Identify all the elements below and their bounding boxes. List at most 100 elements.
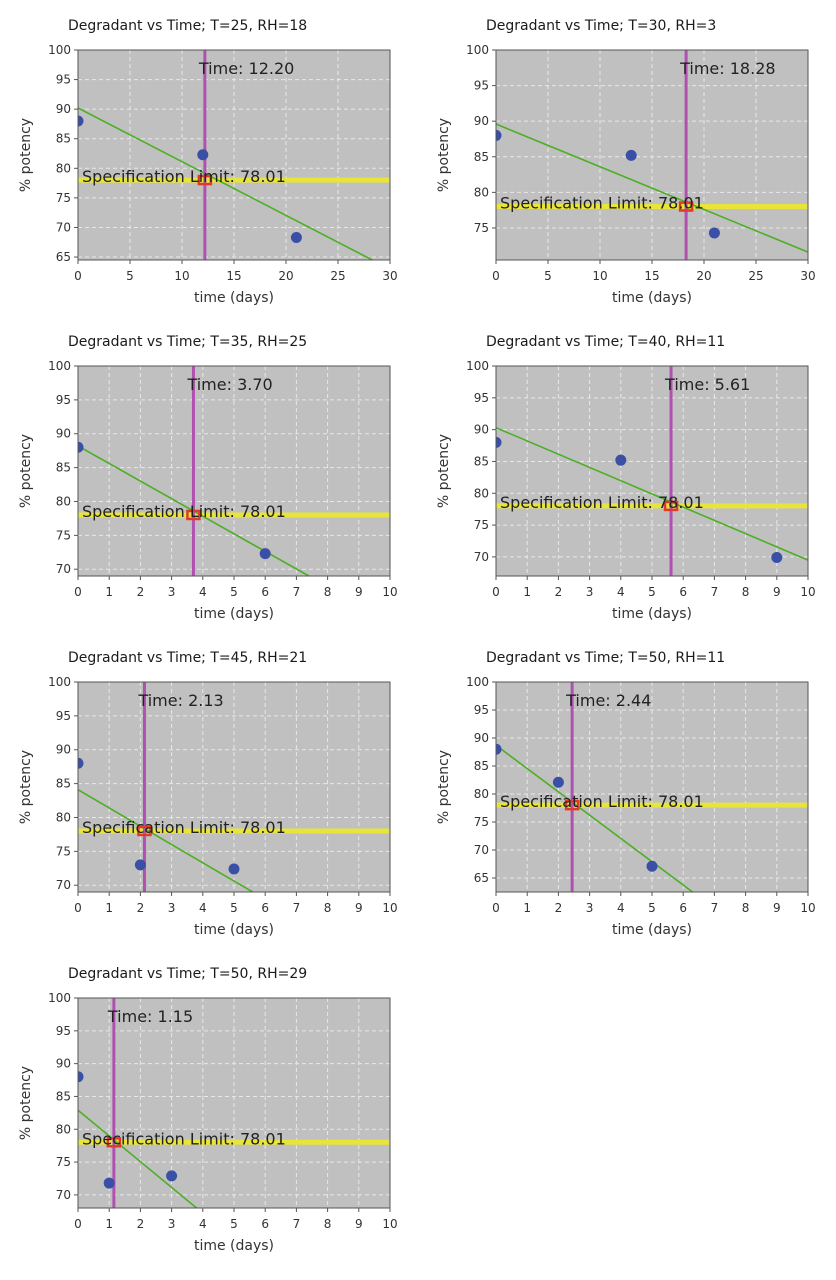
y-tick-label: 95 [56, 709, 71, 723]
x-tick-label: 30 [382, 269, 397, 283]
chart-title: Degradant vs Time; T=50, RH=11 [486, 650, 725, 666]
y-tick-label: 100 [48, 991, 71, 1005]
data-point [496, 129, 502, 141]
chart-svg: Degradant vs Time; T=30, RH=3 0 5 10 15 20 25 3… [436, 18, 816, 306]
y-tick-label: 85 [474, 454, 489, 468]
intersection-marker [663, 500, 679, 512]
x-axis-label: time (days) [194, 1238, 274, 1254]
y-tick-label: 100 [48, 359, 71, 373]
y-tick-label: 75 [474, 518, 489, 532]
x-tick-label: 8 [742, 901, 750, 915]
spec-limit-label: Specification Limit: 78.01 [82, 502, 286, 521]
x-tick-label: 6 [679, 901, 687, 915]
intersection-marker [564, 799, 580, 811]
y-tick-label: 100 [466, 43, 489, 57]
chart-5: Degradant vs Time; T=45, RH=21 0 1 2 3 4 5 6 7 8 9… [0, 632, 418, 948]
chart-4: Degradant vs Time; T=40, RH=11 0 1 2 3 4 5 6 7 8 9… [418, 316, 836, 632]
x-tick-label: 3 [168, 901, 176, 915]
y-axis-label: % potency [436, 750, 452, 824]
x-tick-label: 5 [648, 901, 656, 915]
y-tick-label: 75 [56, 844, 71, 858]
chart-title: Degradant vs Time; T=40, RH=11 [486, 334, 725, 350]
y-tick-label: 85 [56, 461, 71, 475]
plot-marks [496, 50, 808, 260]
x-tick-label: 0 [74, 901, 82, 915]
y-tick-label: 95 [474, 391, 489, 405]
data-point [771, 552, 783, 564]
trend-line [78, 789, 254, 892]
chart-svg: Degradant vs Time; T=35, RH=25 0 1 2 3 4 5 6 7 8 9… [18, 334, 398, 622]
chart-svg: Degradant vs Time; T=50, RH=29 0 1 2 3 4 5 6 7 8 9… [18, 966, 398, 1254]
chart-svg: Degradant vs Time; T=50, RH=11 0 1 2 3 4 5 6 7 8 9… [436, 650, 816, 938]
y-tick-label: 70 [56, 878, 71, 892]
x-axis-label: time (days) [194, 290, 274, 306]
x-tick-label: 1 [523, 585, 531, 599]
y-tick-label: 75 [56, 528, 71, 542]
data-point [646, 860, 658, 872]
x-tick-label: 3 [586, 901, 594, 915]
x-tick-label: 10 [174, 269, 189, 283]
y-tick-label: 65 [56, 250, 71, 264]
y-tick-label: 85 [56, 132, 71, 146]
trend-line [496, 744, 694, 892]
x-axis-label: time (days) [194, 606, 274, 622]
y-tick-label: 100 [466, 359, 489, 373]
y-tick-label: 75 [56, 191, 71, 205]
x-axis-label: time (days) [194, 922, 274, 938]
x-tick-label: 20 [696, 269, 711, 283]
x-tick-label: 5 [126, 269, 134, 283]
x-tick-label: 2 [137, 585, 145, 599]
x-tick-label: 7 [711, 901, 719, 915]
plot-border [77, 997, 391, 1209]
chart-title: Degradant vs Time; T=30, RH=3 [486, 18, 716, 34]
x-tick-label: 5 [544, 269, 552, 283]
intersection-marker [106, 1137, 122, 1148]
data-point [290, 232, 302, 244]
time-readout: Time: 12.20 [198, 59, 294, 78]
x-axis-label: time (days) [612, 290, 692, 306]
y-tick-label: 80 [56, 810, 71, 824]
x-tick-label: 1 [105, 1217, 113, 1231]
x-tick-label: 9 [773, 901, 781, 915]
y-axis-label: % potency [436, 434, 452, 508]
plot-marks [78, 998, 390, 1208]
y-tick-label: 70 [56, 562, 71, 576]
spec-limit-label: Specification Limit: 78.01 [82, 167, 286, 186]
x-tick-label: 0 [492, 901, 500, 915]
data-point [708, 227, 720, 239]
data-point [552, 776, 564, 788]
x-tick-label: 4 [617, 901, 625, 915]
data-point [78, 1071, 84, 1083]
data-point [78, 757, 84, 769]
time-readout: Time: 2.13 [137, 691, 223, 710]
y-axis-label: % potency [18, 1066, 34, 1140]
x-tick-label: 5 [648, 585, 656, 599]
x-tick-label: 2 [555, 901, 563, 915]
y-tick-label: 95 [474, 703, 489, 717]
x-axis-label: time (days) [612, 922, 692, 938]
plot-border [77, 365, 391, 577]
x-tick-label: 9 [355, 1217, 363, 1231]
chart-title: Degradant vs Time; T=35, RH=25 [68, 334, 307, 350]
y-tick-label: 85 [474, 759, 489, 773]
x-tick-label: 1 [105, 585, 113, 599]
data-point [496, 436, 502, 448]
y-tick-label: 80 [474, 486, 489, 500]
trend-line [78, 1109, 198, 1208]
y-tick-label: 90 [56, 743, 71, 757]
plot-border [77, 681, 391, 893]
x-tick-label: 0 [492, 269, 500, 283]
plot-marks [496, 366, 808, 576]
spec-limit-label: Specification Limit: 78.01 [500, 194, 704, 213]
plot-marks [496, 682, 808, 892]
x-tick-label: 3 [168, 1217, 176, 1231]
x-tick-label: 5 [230, 1217, 238, 1231]
chart-svg: Degradant vs Time; T=40, RH=11 0 1 2 3 4 5 6 7 8 9… [436, 334, 816, 622]
y-tick-label: 75 [474, 815, 489, 829]
intersection-marker [186, 509, 201, 521]
y-axis-label: % potency [436, 118, 452, 192]
y-tick-label: 95 [474, 79, 489, 93]
x-tick-label: 0 [74, 269, 82, 283]
x-tick-label: 6 [261, 585, 269, 599]
trend-line [78, 107, 373, 260]
